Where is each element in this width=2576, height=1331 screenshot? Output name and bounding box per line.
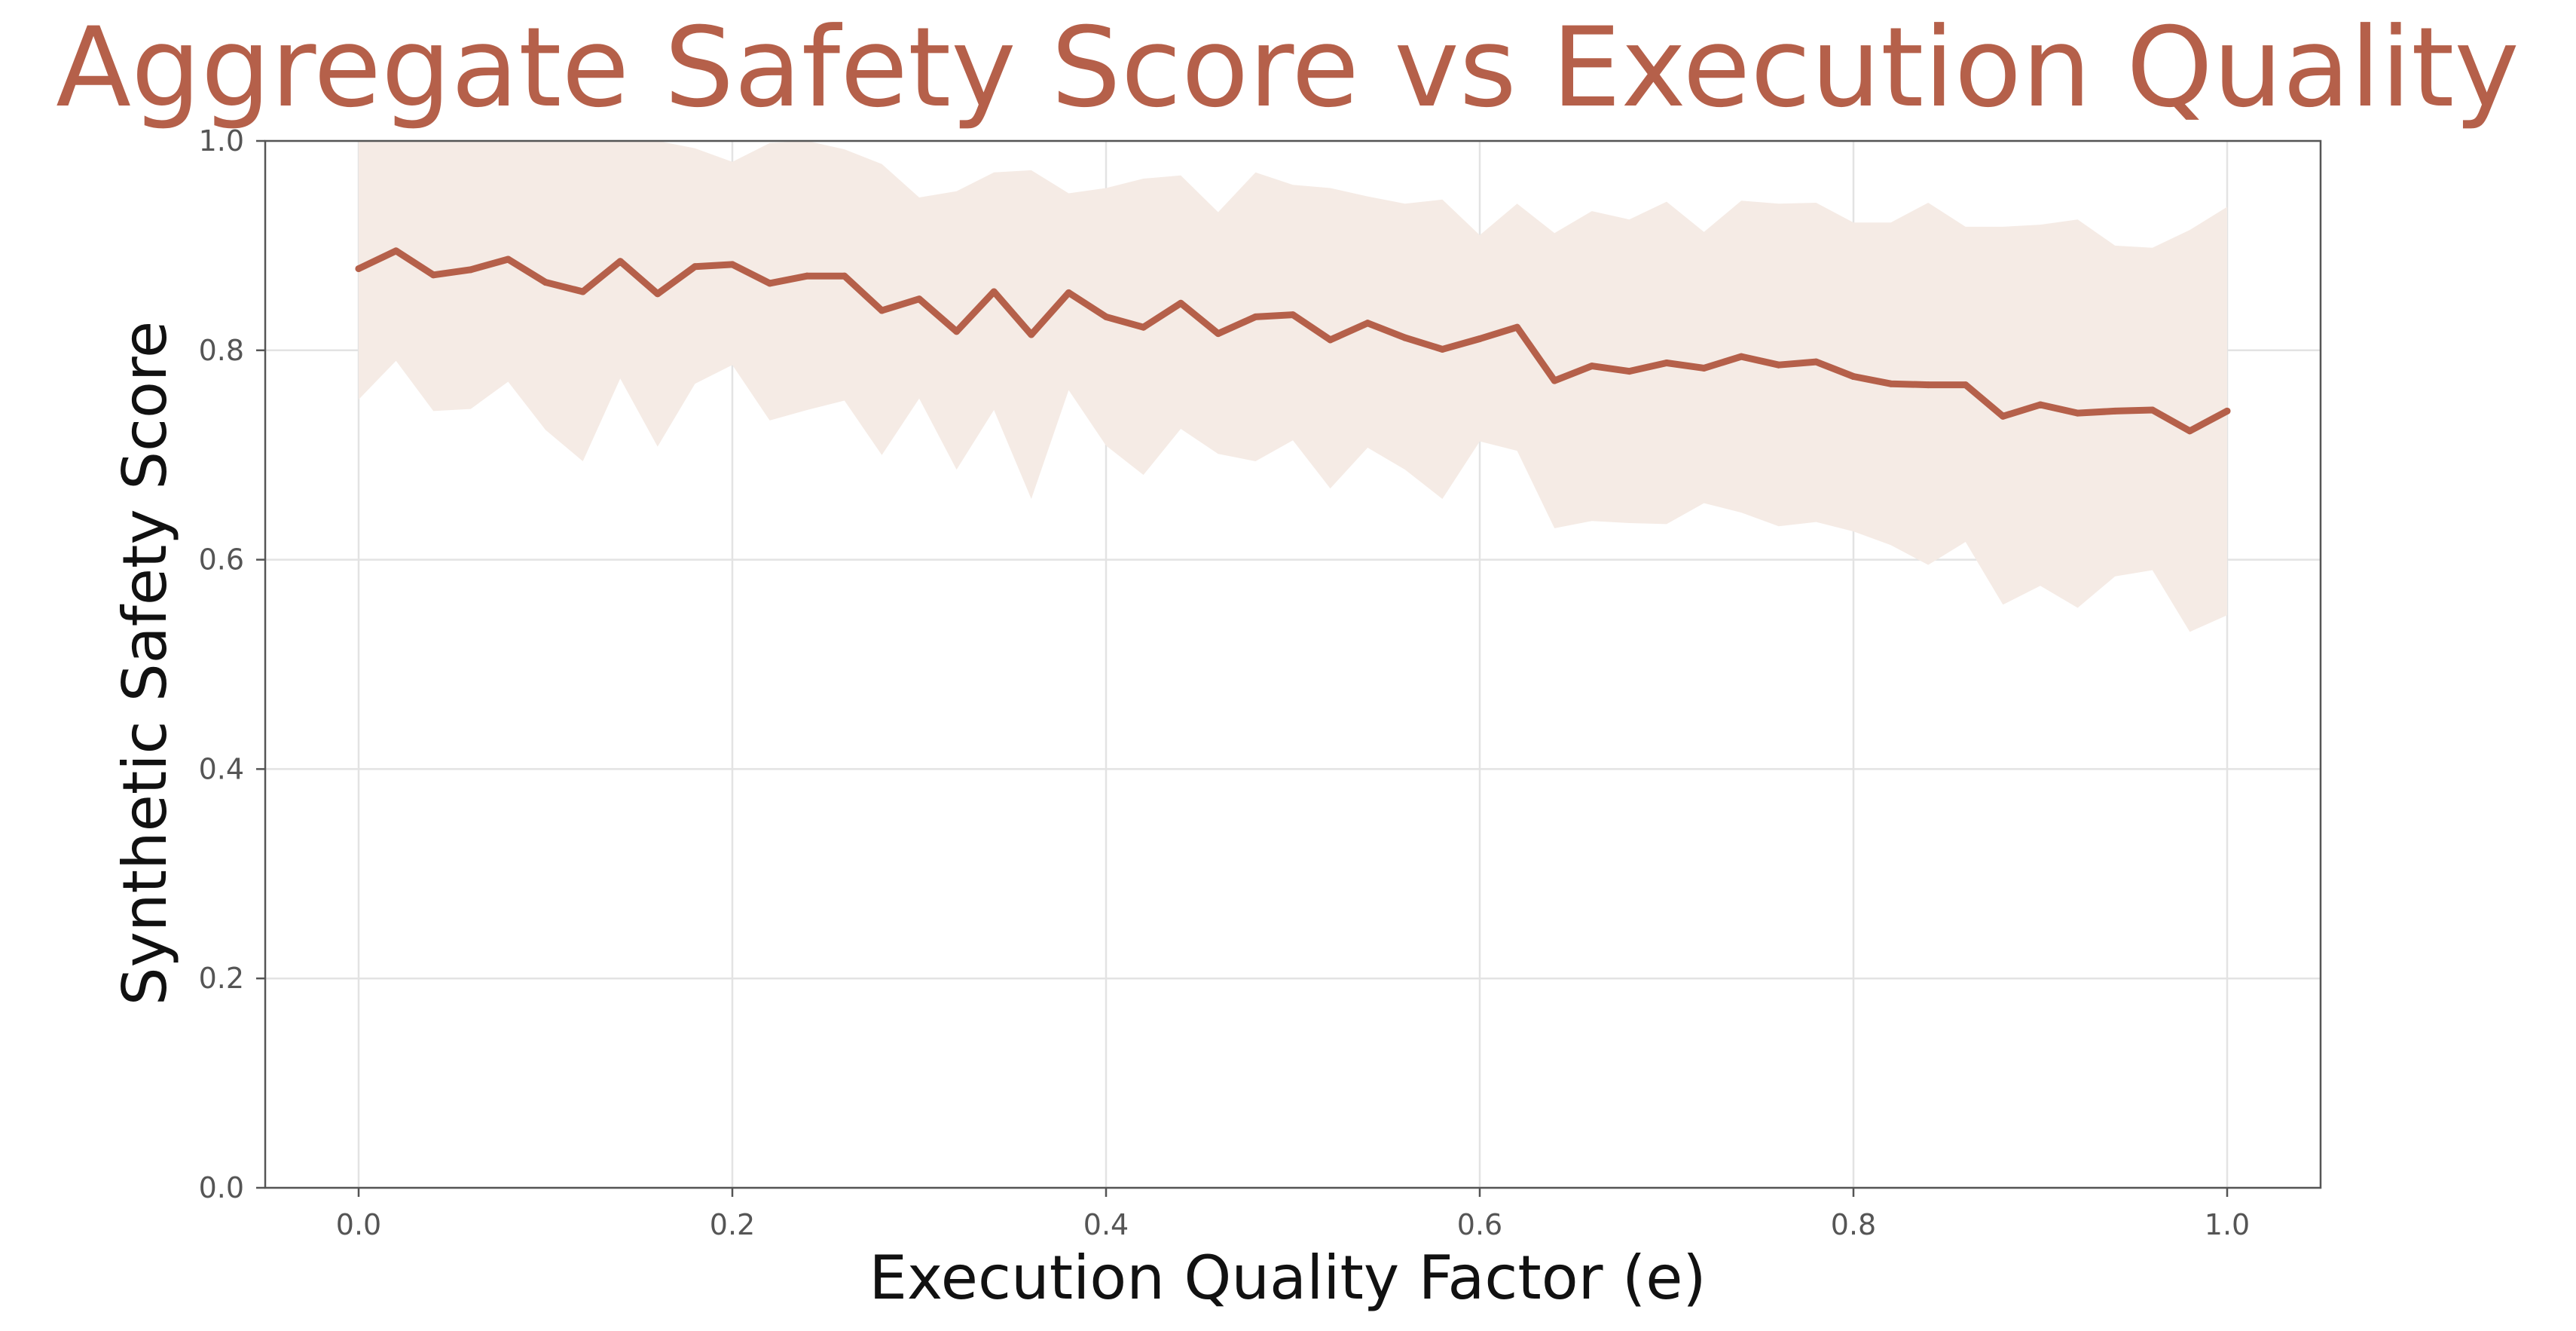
data-point xyxy=(1514,323,1521,331)
data-point xyxy=(504,255,512,263)
data-point xyxy=(654,290,662,298)
data-point xyxy=(1812,358,1820,366)
chart-title: Aggregate Safety Score vs Execution Qual… xyxy=(56,4,2519,132)
data-point xyxy=(2074,409,2082,417)
data-point xyxy=(729,261,736,268)
y-tick-label: 0.2 xyxy=(199,962,244,995)
data-point xyxy=(1663,359,1670,366)
data-point xyxy=(1215,330,1222,338)
y-tick-label: 0.0 xyxy=(199,1171,244,1204)
data-point xyxy=(1775,361,1783,369)
data-point xyxy=(1701,364,1708,372)
data-point xyxy=(1737,353,1745,360)
data-point xyxy=(915,295,923,303)
data-point xyxy=(579,288,587,295)
data-point xyxy=(1401,334,1409,341)
data-point xyxy=(467,266,475,274)
data-point xyxy=(355,265,362,272)
data-point xyxy=(1289,311,1297,319)
data-point xyxy=(1140,323,1147,331)
data-point xyxy=(878,307,885,314)
data-point xyxy=(1438,345,1446,353)
data-point xyxy=(1065,289,1072,296)
data-point xyxy=(2037,401,2044,408)
data-point xyxy=(1177,299,1184,307)
x-tick-label: 0.4 xyxy=(1083,1208,1129,1241)
data-point xyxy=(953,328,961,335)
data-point xyxy=(1887,380,1895,387)
data-point xyxy=(1102,313,1110,320)
x-tick-label: 0.6 xyxy=(1457,1208,1502,1241)
data-point xyxy=(2111,407,2119,415)
x-axis-label: Execution Quality Factor (e) xyxy=(869,1243,1706,1313)
data-point xyxy=(1924,381,1932,389)
data-point xyxy=(1251,313,1259,320)
y-tick-label: 0.8 xyxy=(199,334,244,367)
y-tick-label: 0.4 xyxy=(199,752,244,785)
data-point xyxy=(2223,407,2231,415)
y-tick-label: 0.6 xyxy=(199,543,244,577)
y-axis-label: Synthetic Safety Score xyxy=(110,321,180,1006)
data-point xyxy=(1364,320,1371,327)
y-tick-label: 1.0 xyxy=(199,124,244,158)
data-point xyxy=(616,258,624,265)
data-point xyxy=(691,263,698,271)
data-point xyxy=(1962,381,1969,389)
data-point xyxy=(1850,373,1857,381)
plot-frame xyxy=(264,139,2322,1189)
data-point xyxy=(841,272,848,280)
x-axis-ticks: 0.0 0.2 0.4 0.6 0.8 1.0 xyxy=(336,1188,2250,1241)
y-axis-ticks: 0.0 0.2 0.4 0.6 0.8 1.0 xyxy=(199,124,265,1204)
data-point xyxy=(990,288,998,295)
data-point xyxy=(766,280,774,287)
x-tick-label: 0.8 xyxy=(1831,1208,1876,1241)
data-point xyxy=(803,272,811,280)
data-point xyxy=(1551,377,1558,384)
confidence-band xyxy=(359,141,2227,632)
data-point xyxy=(393,247,400,255)
data-points xyxy=(355,247,2231,435)
data-point xyxy=(429,271,437,279)
data-point xyxy=(2186,427,2193,435)
x-tick-label: 0.2 xyxy=(710,1208,755,1241)
data-point xyxy=(1999,412,2006,420)
data-point xyxy=(542,279,549,286)
data-point xyxy=(1625,368,1633,375)
data-point xyxy=(1588,363,1596,370)
data-point xyxy=(2149,406,2156,414)
data-point xyxy=(1028,331,1035,338)
data-point xyxy=(1476,335,1484,343)
x-tick-label: 1.0 xyxy=(2205,1208,2250,1241)
x-tick-label: 0.0 xyxy=(336,1208,381,1241)
data-point xyxy=(1327,336,1334,344)
